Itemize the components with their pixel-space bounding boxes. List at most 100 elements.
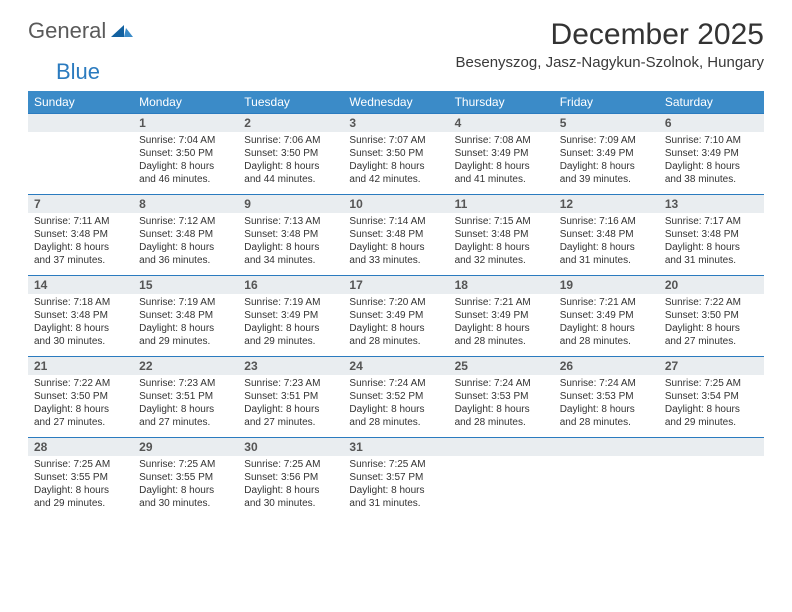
sunset-text: Sunset: 3:55 PM [139,471,232,484]
day-number: 29 [133,437,238,456]
calendar-week-row: 14Sunrise: 7:18 AMSunset: 3:48 PMDayligh… [28,275,764,356]
day-number: 17 [343,275,448,294]
calendar-day-cell: 4Sunrise: 7:08 AMSunset: 3:49 PMDaylight… [449,113,554,194]
sunrise-text: Sunrise: 7:13 AM [244,215,337,228]
daylight-line1: Daylight: 8 hours [560,322,653,335]
day-details: Sunrise: 7:25 AMSunset: 3:55 PMDaylight:… [133,456,238,518]
daylight-line1: Daylight: 8 hours [665,403,758,416]
sunset-text: Sunset: 3:48 PM [139,309,232,322]
daylight-line1: Daylight: 8 hours [139,484,232,497]
daylight-line2: and 29 minutes. [244,335,337,348]
daylight-line2: and 36 minutes. [139,254,232,267]
daylight-line1: Daylight: 8 hours [665,160,758,173]
calendar-day-cell: 26Sunrise: 7:24 AMSunset: 3:53 PMDayligh… [554,356,659,437]
sunrise-text: Sunrise: 7:18 AM [34,296,127,309]
weekday-monday: Monday [133,91,238,113]
sunrise-text: Sunrise: 7:14 AM [349,215,442,228]
day-details: Sunrise: 7:19 AMSunset: 3:49 PMDaylight:… [238,294,343,356]
sunset-text: Sunset: 3:52 PM [349,390,442,403]
calendar-day-cell: 29Sunrise: 7:25 AMSunset: 3:55 PMDayligh… [133,437,238,518]
daylight-line1: Daylight: 8 hours [349,322,442,335]
daylight-line2: and 37 minutes. [34,254,127,267]
day-details: Sunrise: 7:15 AMSunset: 3:48 PMDaylight:… [449,213,554,275]
calendar-day-cell: 16Sunrise: 7:19 AMSunset: 3:49 PMDayligh… [238,275,343,356]
calendar-day-cell: 3Sunrise: 7:07 AMSunset: 3:50 PMDaylight… [343,113,448,194]
daylight-line2: and 28 minutes. [349,335,442,348]
sunset-text: Sunset: 3:49 PM [244,309,337,322]
calendar-day-cell: 6Sunrise: 7:10 AMSunset: 3:49 PMDaylight… [659,113,764,194]
daylight-line2: and 46 minutes. [139,173,232,186]
day-number: 3 [343,113,448,132]
weekday-wednesday: Wednesday [343,91,448,113]
day-number: 23 [238,356,343,375]
day-number: 25 [449,356,554,375]
day-details: Sunrise: 7:23 AMSunset: 3:51 PMDaylight:… [133,375,238,437]
day-number: 20 [659,275,764,294]
weekday-header-row: Sunday Monday Tuesday Wednesday Thursday… [28,91,764,113]
daylight-line1: Daylight: 8 hours [139,160,232,173]
daylight-line1: Daylight: 8 hours [455,322,548,335]
daylight-line2: and 38 minutes. [665,173,758,186]
daylight-line1: Daylight: 8 hours [139,403,232,416]
daylight-line2: and 30 minutes. [244,497,337,510]
sunset-text: Sunset: 3:49 PM [560,309,653,322]
day-number: 15 [133,275,238,294]
daylight-line1: Daylight: 8 hours [244,241,337,254]
weekday-sunday: Sunday [28,91,133,113]
day-details: Sunrise: 7:04 AMSunset: 3:50 PMDaylight:… [133,132,238,194]
sunset-text: Sunset: 3:48 PM [560,228,653,241]
calendar-day-cell: 25Sunrise: 7:24 AMSunset: 3:53 PMDayligh… [449,356,554,437]
day-details: Sunrise: 7:16 AMSunset: 3:48 PMDaylight:… [554,213,659,275]
empty-day-body [28,132,133,194]
daylight-line2: and 32 minutes. [455,254,548,267]
sunrise-text: Sunrise: 7:10 AM [665,134,758,147]
daylight-line1: Daylight: 8 hours [34,403,127,416]
calendar-week-row: 21Sunrise: 7:22 AMSunset: 3:50 PMDayligh… [28,356,764,437]
day-number: 16 [238,275,343,294]
daylight-line2: and 39 minutes. [560,173,653,186]
calendar-day-cell: 19Sunrise: 7:21 AMSunset: 3:49 PMDayligh… [554,275,659,356]
daylight-line2: and 34 minutes. [244,254,337,267]
sunrise-text: Sunrise: 7:12 AM [139,215,232,228]
sunrise-text: Sunrise: 7:17 AM [665,215,758,228]
daylight-line1: Daylight: 8 hours [139,322,232,335]
daylight-line2: and 41 minutes. [455,173,548,186]
daylight-line2: and 30 minutes. [34,335,127,348]
sunset-text: Sunset: 3:48 PM [139,228,232,241]
sunrise-text: Sunrise: 7:09 AM [560,134,653,147]
calendar-day-cell: 24Sunrise: 7:24 AMSunset: 3:52 PMDayligh… [343,356,448,437]
daylight-line1: Daylight: 8 hours [665,241,758,254]
day-number: 30 [238,437,343,456]
sunset-text: Sunset: 3:51 PM [139,390,232,403]
calendar-day-cell: 21Sunrise: 7:22 AMSunset: 3:50 PMDayligh… [28,356,133,437]
day-number: 13 [659,194,764,213]
empty-day-band [28,113,133,132]
daylight-line2: and 29 minutes. [665,416,758,429]
day-details: Sunrise: 7:09 AMSunset: 3:49 PMDaylight:… [554,132,659,194]
sunrise-text: Sunrise: 7:25 AM [34,458,127,471]
daylight-line1: Daylight: 8 hours [665,322,758,335]
daylight-line2: and 31 minutes. [665,254,758,267]
day-details: Sunrise: 7:13 AMSunset: 3:48 PMDaylight:… [238,213,343,275]
sunrise-text: Sunrise: 7:07 AM [349,134,442,147]
day-number: 18 [449,275,554,294]
daylight-line2: and 27 minutes. [139,416,232,429]
daylight-line1: Daylight: 8 hours [560,160,653,173]
daylight-line2: and 28 minutes. [349,416,442,429]
sunset-text: Sunset: 3:50 PM [244,147,337,160]
daylight-line2: and 28 minutes. [455,416,548,429]
brand-logo: General [28,18,135,44]
day-details: Sunrise: 7:25 AMSunset: 3:54 PMDaylight:… [659,375,764,437]
empty-day-band [659,437,764,456]
daylight-line1: Daylight: 8 hours [349,484,442,497]
day-number: 9 [238,194,343,213]
day-details: Sunrise: 7:12 AMSunset: 3:48 PMDaylight:… [133,213,238,275]
sunset-text: Sunset: 3:56 PM [244,471,337,484]
calendar-day-cell: 8Sunrise: 7:12 AMSunset: 3:48 PMDaylight… [133,194,238,275]
sunrise-text: Sunrise: 7:22 AM [34,377,127,390]
daylight-line1: Daylight: 8 hours [244,403,337,416]
sunset-text: Sunset: 3:50 PM [665,309,758,322]
daylight-line2: and 28 minutes. [560,416,653,429]
daylight-line2: and 31 minutes. [560,254,653,267]
calendar-day-cell: 30Sunrise: 7:25 AMSunset: 3:56 PMDayligh… [238,437,343,518]
